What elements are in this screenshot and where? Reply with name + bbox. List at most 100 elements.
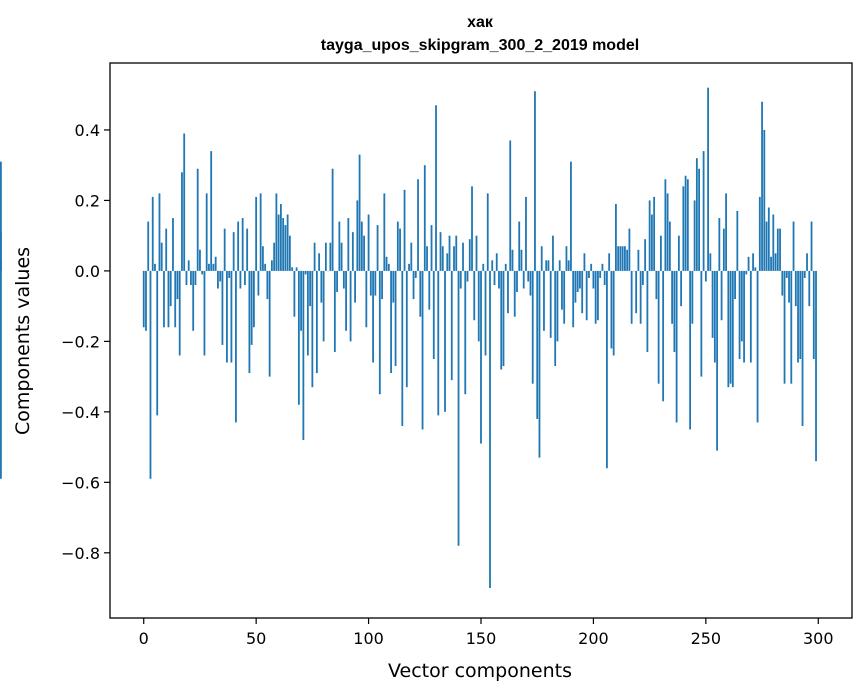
bar <box>770 256 772 271</box>
y-axis-label: Components values <box>12 247 34 435</box>
bar <box>716 270 718 451</box>
bar <box>635 270 638 314</box>
bar <box>495 253 498 271</box>
x-tick-label: 300 <box>803 629 834 648</box>
bar <box>700 270 703 377</box>
bar <box>176 270 179 300</box>
bar <box>549 270 552 338</box>
y-tick-label: 0.4 <box>75 121 100 140</box>
bar <box>354 270 356 303</box>
bar <box>812 270 815 359</box>
bar <box>799 270 802 359</box>
bar <box>570 161 572 271</box>
bar <box>369 270 372 296</box>
bar <box>462 242 464 271</box>
bar <box>581 270 584 314</box>
bar <box>594 270 597 324</box>
bar <box>273 242 276 271</box>
bar <box>295 267 298 271</box>
bar <box>165 228 168 271</box>
bar <box>484 270 487 356</box>
bar <box>740 270 743 342</box>
bar <box>446 253 449 271</box>
x-axis-ticks: 0 50 100 150 200 250 300 <box>139 618 834 648</box>
bar <box>743 270 745 363</box>
bar <box>617 246 620 271</box>
bar <box>547 260 550 271</box>
bar <box>695 158 698 271</box>
bar <box>441 246 444 271</box>
bar <box>345 270 347 331</box>
bar <box>466 270 469 282</box>
bar <box>536 270 539 419</box>
bar <box>410 242 413 271</box>
bar <box>457 270 460 546</box>
bar <box>262 246 264 271</box>
bar <box>509 140 512 271</box>
bar <box>644 239 647 271</box>
bar <box>226 270 228 363</box>
bar <box>244 270 246 285</box>
bar <box>0 270 2 479</box>
bar <box>336 270 338 293</box>
bar <box>722 228 725 271</box>
bar <box>518 221 521 271</box>
bar <box>534 91 536 271</box>
bar <box>624 246 626 271</box>
bar <box>691 270 694 324</box>
bar <box>306 270 309 356</box>
bar <box>192 270 195 331</box>
bar <box>615 203 617 271</box>
bar <box>282 218 285 271</box>
bar <box>266 270 269 300</box>
bar <box>761 101 763 271</box>
bar <box>322 270 325 342</box>
bar <box>201 270 204 275</box>
bar <box>597 270 599 321</box>
bar <box>731 270 734 388</box>
bar <box>511 249 514 271</box>
bar <box>142 270 145 328</box>
bar <box>387 263 390 271</box>
bar <box>664 179 667 271</box>
bar <box>734 270 736 300</box>
bar <box>255 196 258 271</box>
x-tick-label: 50 <box>246 629 266 648</box>
bar <box>653 196 656 271</box>
bar <box>682 186 685 271</box>
bar <box>151 196 154 271</box>
bar <box>279 203 282 271</box>
bar <box>374 270 377 296</box>
bar <box>349 270 352 342</box>
bar <box>480 270 482 444</box>
bar <box>556 270 559 342</box>
bar <box>650 214 653 271</box>
bar <box>752 253 754 271</box>
bar <box>187 260 190 271</box>
bar <box>320 270 323 303</box>
bar <box>543 270 545 331</box>
bar <box>383 193 386 271</box>
bar <box>394 270 397 367</box>
bar <box>163 270 165 328</box>
bar <box>808 270 811 307</box>
y-tick-label: −0.2 <box>61 332 100 351</box>
bar <box>302 270 305 441</box>
bar <box>333 270 336 352</box>
bar <box>185 270 188 285</box>
bar <box>803 270 806 278</box>
bar <box>554 270 557 367</box>
bar <box>529 270 532 296</box>
bar <box>637 249 640 271</box>
chart-subtitle: tayga_upos_skipgram_300_2_2019 model <box>321 37 639 54</box>
bar <box>538 270 541 458</box>
bar <box>421 270 424 430</box>
bar <box>0 161 2 271</box>
bar <box>522 270 525 289</box>
bar <box>815 270 817 462</box>
bar <box>713 270 716 363</box>
bar <box>790 270 793 384</box>
bar <box>758 196 761 271</box>
bar <box>626 249 629 271</box>
bar <box>437 270 440 416</box>
